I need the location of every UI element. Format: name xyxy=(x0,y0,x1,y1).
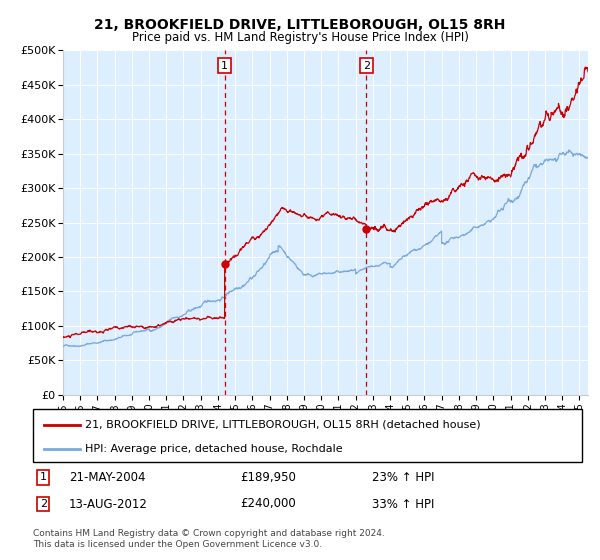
Text: 13-AUG-2012: 13-AUG-2012 xyxy=(69,497,148,511)
Text: 1: 1 xyxy=(40,472,47,482)
Text: 23% ↑ HPI: 23% ↑ HPI xyxy=(372,470,434,484)
Text: £240,000: £240,000 xyxy=(240,497,296,511)
Text: 1: 1 xyxy=(221,60,228,71)
Text: 2: 2 xyxy=(363,60,370,71)
Text: Contains HM Land Registry data © Crown copyright and database right 2024.
This d: Contains HM Land Registry data © Crown c… xyxy=(33,529,385,549)
Text: £189,950: £189,950 xyxy=(240,470,296,484)
Text: 21, BROOKFIELD DRIVE, LITTLEBOROUGH, OL15 8RH: 21, BROOKFIELD DRIVE, LITTLEBOROUGH, OL1… xyxy=(94,18,506,32)
Text: HPI: Average price, detached house, Rochdale: HPI: Average price, detached house, Roch… xyxy=(85,444,343,454)
FancyBboxPatch shape xyxy=(33,409,582,462)
Text: 2: 2 xyxy=(40,499,47,509)
Text: Price paid vs. HM Land Registry's House Price Index (HPI): Price paid vs. HM Land Registry's House … xyxy=(131,31,469,44)
Text: 33% ↑ HPI: 33% ↑ HPI xyxy=(372,497,434,511)
Text: 21, BROOKFIELD DRIVE, LITTLEBOROUGH, OL15 8RH (detached house): 21, BROOKFIELD DRIVE, LITTLEBOROUGH, OL1… xyxy=(85,420,481,430)
Text: 21-MAY-2004: 21-MAY-2004 xyxy=(69,470,146,484)
